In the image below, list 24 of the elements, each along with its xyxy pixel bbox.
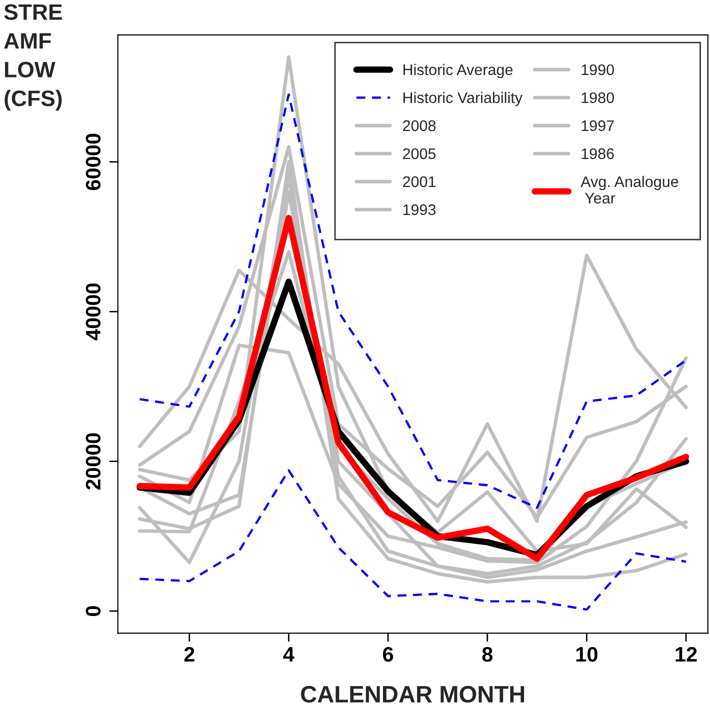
legend-label: Historic Variability [404, 92, 522, 106]
legend-label: Historic Average [404, 64, 513, 78]
legend-label: Avg. Analogue Year [580, 176, 678, 204]
x-tick-label: 10 [576, 646, 598, 662]
x-tick-label: 6 [383, 646, 394, 662]
x-tick-label: 2 [184, 646, 194, 662]
legend-label: 1993 [403, 204, 436, 216]
legend-label: 2001 [403, 176, 436, 188]
y-tick-label: 20000 [86, 433, 101, 490]
y-tick-label: 60000 [86, 134, 101, 190]
y-axis-title: STRE AMF LOW (CFS) [4, 4, 62, 111]
line-series [138, 469, 688, 611]
legend-label: 2005 [403, 148, 436, 160]
legend-label: 1986 [582, 148, 614, 160]
x-axis-title: CALENDAR MONTH [301, 686, 524, 703]
y-tick-label: 40000 [86, 283, 101, 340]
y-tick-label: 0 [86, 606, 101, 616]
legend-label: 1980 [582, 92, 614, 104]
x-tick-label: 4 [283, 647, 294, 662]
x-tick-label: 8 [482, 646, 493, 662]
legend-label: 1990 [582, 64, 614, 76]
legend-label: 1997 [582, 120, 614, 132]
x-tick-label: 12 [676, 646, 697, 662]
legend-label: 2008 [403, 120, 436, 132]
